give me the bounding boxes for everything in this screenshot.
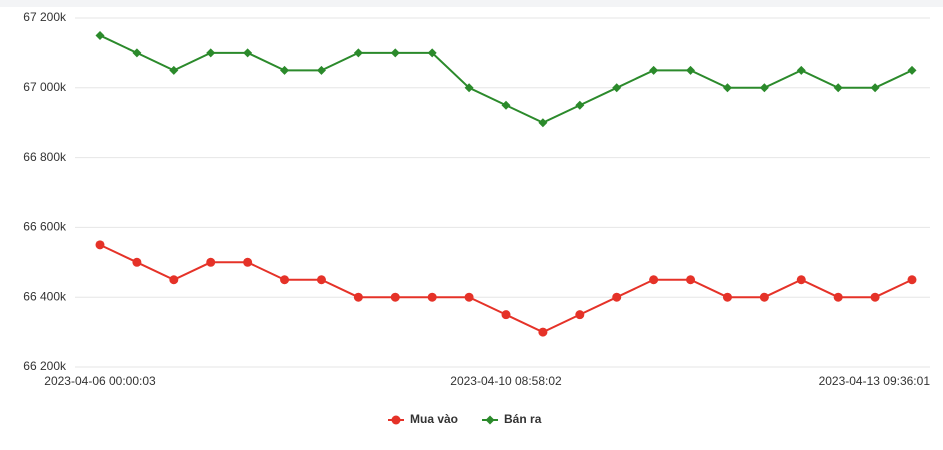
- data-point: [907, 65, 917, 75]
- data-point: [464, 292, 474, 302]
- data-point: [612, 292, 622, 302]
- data-point: [353, 48, 363, 58]
- data-point: [169, 275, 179, 285]
- data-point: [833, 292, 843, 302]
- y-tick-label: 67 200k: [23, 10, 67, 24]
- data-point: [390, 292, 400, 302]
- data-point: [907, 275, 917, 285]
- top-strip: [0, 0, 943, 7]
- data-point: [501, 100, 511, 110]
- data-point: [206, 257, 216, 267]
- data-point: [796, 275, 806, 285]
- data-point: [759, 292, 769, 302]
- x-tick-label: 2023-04-06 00:00:03: [44, 374, 156, 388]
- data-point: [280, 275, 290, 285]
- y-tick-label: 66 400k: [23, 289, 67, 303]
- legend-label[interactable]: Bán ra: [504, 412, 542, 426]
- y-tick-label: 66 200k: [23, 359, 67, 373]
- legend-label[interactable]: Mua vào: [410, 412, 458, 426]
- data-point: [464, 83, 474, 93]
- data-point: [538, 327, 548, 337]
- x-tick-label: 2023-04-10 08:58:02: [450, 374, 562, 388]
- data-point: [316, 65, 326, 75]
- x-tick-label: 2023-04-13 09:36:01: [819, 374, 931, 388]
- y-tick-label: 66 600k: [23, 220, 67, 234]
- data-point: [427, 48, 437, 58]
- data-point: [686, 275, 696, 285]
- data-point: [612, 83, 622, 93]
- data-point: [132, 257, 142, 267]
- data-point: [243, 48, 253, 58]
- data-point: [649, 65, 659, 75]
- data-point: [169, 65, 179, 75]
- data-point: [95, 240, 105, 250]
- data-point: [132, 48, 142, 58]
- data-point: [575, 100, 585, 110]
- data-point: [649, 275, 659, 285]
- data-point: [390, 48, 400, 58]
- data-point: [722, 83, 732, 93]
- data-point: [243, 257, 253, 267]
- data-point: [95, 30, 105, 40]
- data-point: [870, 83, 880, 93]
- data-point: [538, 118, 548, 128]
- data-point: [796, 65, 806, 75]
- y-tick-label: 67 000k: [23, 80, 67, 94]
- data-point: [353, 292, 363, 302]
- data-point: [833, 83, 843, 93]
- y-tick-label: 66 800k: [23, 150, 67, 164]
- legend-marker: [391, 415, 401, 425]
- data-point: [870, 292, 880, 302]
- data-point: [575, 310, 585, 320]
- data-point: [686, 65, 696, 75]
- data-point: [501, 310, 511, 320]
- data-point: [316, 275, 326, 285]
- legend-marker: [485, 415, 495, 425]
- data-point: [427, 292, 437, 302]
- data-point: [206, 48, 216, 58]
- data-point: [759, 83, 769, 93]
- data-point: [280, 65, 290, 75]
- data-point: [722, 292, 732, 302]
